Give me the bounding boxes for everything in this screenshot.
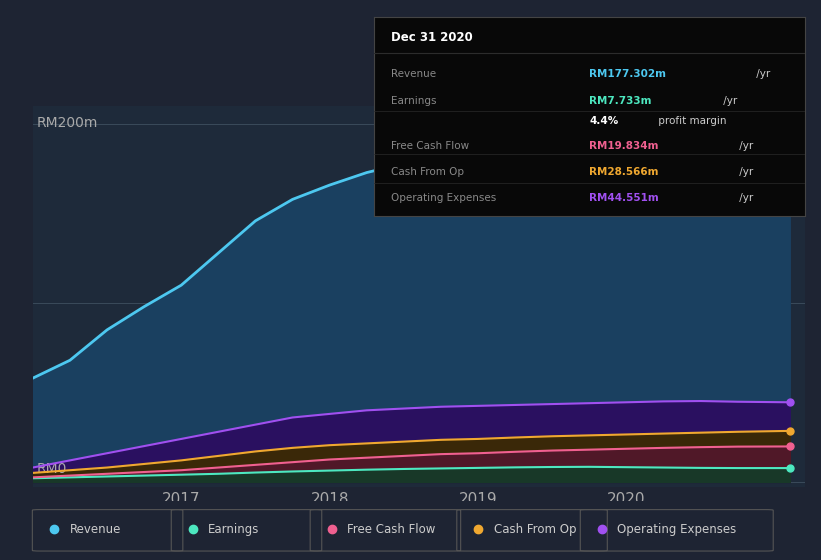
Text: RM7.733m: RM7.733m (589, 96, 652, 106)
Text: /yr: /yr (736, 141, 754, 151)
Text: RM44.551m: RM44.551m (589, 193, 658, 203)
Text: /yr: /yr (753, 69, 770, 80)
Text: RM0: RM0 (37, 462, 67, 476)
Text: RM28.566m: RM28.566m (589, 167, 658, 177)
Text: Cash From Op: Cash From Op (391, 167, 464, 177)
Text: Revenue: Revenue (70, 522, 121, 536)
Text: Earnings: Earnings (391, 96, 436, 106)
Text: Free Cash Flow: Free Cash Flow (347, 522, 436, 536)
Text: Operating Expenses: Operating Expenses (391, 193, 496, 203)
Text: Revenue: Revenue (391, 69, 436, 80)
Text: Operating Expenses: Operating Expenses (617, 522, 736, 536)
Text: RM200m: RM200m (37, 116, 98, 130)
Text: /yr: /yr (736, 193, 754, 203)
Text: Cash From Op: Cash From Op (494, 522, 576, 536)
Text: Free Cash Flow: Free Cash Flow (391, 141, 469, 151)
Text: profit margin: profit margin (654, 116, 726, 126)
Text: /yr: /yr (720, 96, 737, 106)
Text: 4.4%: 4.4% (589, 116, 618, 126)
Text: Earnings: Earnings (209, 522, 259, 536)
Text: /yr: /yr (736, 167, 754, 177)
Text: Dec 31 2020: Dec 31 2020 (391, 31, 473, 44)
Text: RM177.302m: RM177.302m (589, 69, 666, 80)
Text: RM19.834m: RM19.834m (589, 141, 658, 151)
